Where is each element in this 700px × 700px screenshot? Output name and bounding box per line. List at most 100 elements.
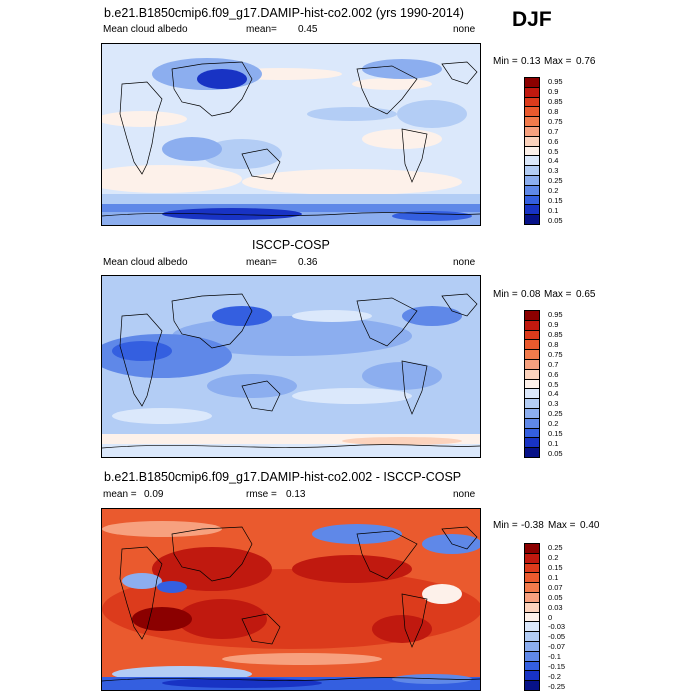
panel-2-max-label: Max = <box>544 289 572 300</box>
panel-2-min-value: 0.08 <box>521 289 541 300</box>
colorbar-swatch <box>525 389 539 400</box>
panel-3-max-label: Max = <box>548 520 576 531</box>
colorbar-swatch <box>525 671 539 682</box>
panel-2-colorbar <box>524 310 540 458</box>
panel-3-title: b.e21.B1850cmip6.f09_g17.DAMIP-hist-co2.… <box>104 470 462 484</box>
colorbar-tick-label: 0.85 <box>548 330 563 340</box>
colorbar-swatch <box>525 146 539 157</box>
colorbar-tick-label: 0.15 <box>548 563 563 573</box>
colorbar-swatch <box>525 622 539 633</box>
panel-1-variable-label: Mean cloud albedo <box>103 24 188 35</box>
colorbar-swatch <box>525 661 539 672</box>
colorbar-tick-label: -0.03 <box>548 622 566 632</box>
colorbar-tick-label: 0.75 <box>548 349 563 359</box>
colorbar-tick-label: 0.85 <box>548 97 563 107</box>
panel-3-rmse-value: 0.13 <box>286 489 306 500</box>
colorbar-swatch <box>525 340 539 351</box>
panel-2-title: ISCCP-COSP <box>252 238 330 252</box>
panel-1-field <box>102 44 480 225</box>
colorbar-swatch <box>525 583 539 593</box>
colorbar-tick-label: -0.07 <box>548 642 566 652</box>
colorbar-tick-label: 0.75 <box>548 116 563 126</box>
colorbar-swatch <box>525 205 539 216</box>
colorbar-swatch <box>525 311 539 321</box>
panel-1-mean-value: 0.45 <box>298 24 318 35</box>
colorbar-swatch <box>525 136 539 147</box>
colorbar-tick-label: 0.5 <box>548 379 559 389</box>
colorbar-swatch <box>525 320 539 331</box>
colorbar-swatch <box>525 448 539 457</box>
panel-3-colorbar <box>524 543 540 691</box>
panel-1-map <box>101 43 481 226</box>
colorbar-tick-label: 0.25 <box>548 409 563 419</box>
colorbar-swatch <box>525 602 539 613</box>
colorbar-tick-label: 0 <box>548 612 553 622</box>
colorbar-swatch <box>525 641 539 652</box>
colorbar-swatch <box>525 350 539 360</box>
colorbar-tick-label: 0.25 <box>548 543 563 553</box>
panel-3-max-value: 0.40 <box>580 520 600 531</box>
colorbar-tick-label: 0.15 <box>548 428 563 438</box>
panel-2-variable-label: Mean cloud albedo <box>103 257 188 268</box>
colorbar-tick-label: 0.3 <box>548 166 559 176</box>
colorbar-tick-label: 0.05 <box>548 592 563 602</box>
colorbar-tick-label: 0.4 <box>548 389 559 399</box>
colorbar-tick-label: 0.6 <box>548 136 559 146</box>
colorbar-swatch <box>525 379 539 390</box>
panel-3-mean-value: 0.09 <box>144 489 164 500</box>
colorbar-swatch <box>525 408 539 419</box>
colorbar-tick-label: 0.6 <box>548 369 559 379</box>
colorbar-tick-label: 0.03 <box>548 602 563 612</box>
panel-3-field <box>102 509 480 690</box>
colorbar-tick-label: 0.95 <box>548 310 563 320</box>
colorbar-tick-label: 0.8 <box>548 340 559 350</box>
colorbar-tick-label: -0.2 <box>548 671 561 681</box>
colorbar-swatch <box>525 166 539 176</box>
colorbar-swatch <box>525 126 539 137</box>
colorbar-swatch <box>525 681 539 690</box>
colorbar-swatch <box>525 185 539 196</box>
colorbar-tick-label: 0.8 <box>548 107 559 117</box>
colorbar-tick-label: 0.5 <box>548 146 559 156</box>
panel-1-min-label: Min = <box>493 56 518 67</box>
panel-2-map <box>101 275 481 458</box>
colorbar-tick-label: 0.05 <box>548 215 563 225</box>
colorbar-swatch <box>525 156 539 167</box>
colorbar-swatch <box>525 651 539 662</box>
colorbar-tick-label: 0.1 <box>548 438 559 448</box>
panel-1-min-value: 0.13 <box>521 56 541 67</box>
colorbar-swatch <box>525 573 539 584</box>
colorbar-swatch <box>525 544 539 554</box>
season-label: DJF <box>512 8 552 31</box>
panel-1-title: b.e21.B1850cmip6.f09_g17.DAMIP-hist-co2.… <box>104 6 464 20</box>
colorbar-swatch <box>525 107 539 118</box>
colorbar-swatch <box>525 553 539 564</box>
colorbar-swatch <box>525 359 539 370</box>
colorbar-swatch <box>525 117 539 127</box>
panel-3-min-label: Min = <box>493 520 518 531</box>
panel-2-units: none <box>453 257 476 268</box>
colorbar-tick-label: 0.7 <box>548 126 559 136</box>
colorbar-tick-label: 0.1 <box>548 205 559 215</box>
colorbar-swatch <box>525 175 539 186</box>
panel-3-min-value: -0.38 <box>521 520 544 531</box>
colorbar-tick-label: -0.25 <box>548 681 566 691</box>
panel-1-colorbar <box>524 77 540 225</box>
colorbar-tick-label: 0.2 <box>548 185 559 195</box>
colorbar-swatch <box>525 563 539 574</box>
colorbar-swatch <box>525 428 539 439</box>
colorbar-tick-label: -0.1 <box>548 651 561 661</box>
colorbar-swatch <box>525 369 539 380</box>
colorbar-swatch <box>525 592 539 603</box>
panel-3-mean-label: mean = <box>103 489 137 500</box>
colorbar-tick-label: 0.07 <box>548 582 563 592</box>
panel-2-max-value: 0.65 <box>576 289 596 300</box>
colorbar-swatch <box>525 399 539 409</box>
panel-3-units: none <box>453 489 476 500</box>
colorbar-tick-label: -0.15 <box>548 661 566 671</box>
panel-3-map <box>101 508 481 691</box>
colorbar-tick-label: 0.9 <box>548 87 559 97</box>
colorbar-tick-label: -0.05 <box>548 632 566 642</box>
colorbar-swatch <box>525 632 539 642</box>
colorbar-tick-label: 0.25 <box>548 176 563 186</box>
